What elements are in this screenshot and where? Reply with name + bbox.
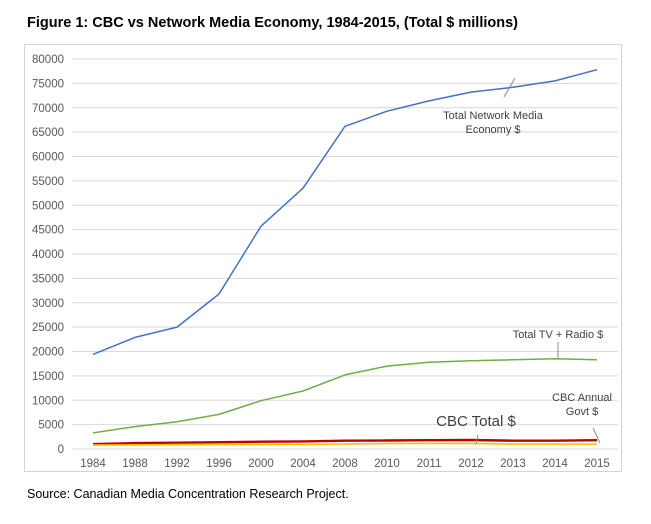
figure-title: Figure 1: CBC vs Network Media Economy, … <box>27 15 518 31</box>
line-chart: 0 5000 10000 15000 20000 25000 30000 35000 40000… <box>32 54 618 470</box>
annotation-cbc-total: CBC Total $ <box>436 413 516 430</box>
x-tick-label: 1984 <box>80 458 106 470</box>
x-tick-label: 2015 <box>584 458 610 470</box>
y-tick-label: 80000 <box>32 54 64 66</box>
annotation-leader-line <box>592 427 601 444</box>
y-tick-label: 10000 <box>32 395 64 407</box>
y-tick-label: 25000 <box>32 322 64 334</box>
y-tick-label: 55000 <box>32 176 64 188</box>
annotation-cbc-govt: Govt $ <box>566 406 598 418</box>
x-tick-label: 2008 <box>332 458 358 470</box>
annotation-leader-line <box>475 434 479 445</box>
y-tick-label: 5000 <box>38 420 64 432</box>
y-tick-label: 70000 <box>32 103 64 115</box>
y-axis-ticks: 0 5000 10000 15000 20000 25000 30000 35000 40000… <box>32 54 64 456</box>
x-tick-label: 2012 <box>458 458 484 470</box>
y-tick-label: 15000 <box>32 371 64 383</box>
x-tick-label: 2000 <box>248 458 274 470</box>
series-line-total-network <box>92 68 598 356</box>
annotation-total-network: Economy $ <box>465 124 520 136</box>
chart-area: 0 5000 10000 15000 20000 25000 30000 35000 40000… <box>24 44 622 472</box>
gridlines <box>72 58 618 450</box>
y-tick-label: 0 <box>58 444 64 456</box>
source-note: Source: Canadian Media Concentration Res… <box>27 487 349 501</box>
x-tick-label: 1988 <box>122 458 148 470</box>
y-tick-label: 20000 <box>32 347 64 359</box>
y-tick-label: 65000 <box>32 127 64 139</box>
y-tick-label: 35000 <box>32 273 64 285</box>
series-line-cbc-total <box>92 438 598 446</box>
y-tick-label: 75000 <box>32 78 64 90</box>
x-tick-label: 1992 <box>164 458 190 470</box>
series-line-cbc-govt <box>92 442 597 446</box>
x-tick-label: 2011 <box>417 458 442 470</box>
series-lines <box>92 68 598 446</box>
x-tick-label: 2013 <box>500 458 526 470</box>
y-tick-label: 60000 <box>32 152 64 164</box>
line-annotations: Total Network Media Economy $ Total TV + R… <box>436 77 612 445</box>
y-tick-label: 40000 <box>32 249 64 261</box>
x-tick-label: 2010 <box>374 458 400 470</box>
x-axis-ticks: 1984 1988 1992 1996 2000 2004 2008 2010 2011 2012… <box>80 458 610 470</box>
x-tick-label: 1996 <box>206 458 232 470</box>
x-tick-label: 2004 <box>290 458 316 470</box>
y-tick-label: 30000 <box>32 298 64 310</box>
series-line-tv-radio <box>92 358 598 434</box>
y-tick-label: 45000 <box>32 225 64 237</box>
x-tick-label: 2014 <box>542 458 568 470</box>
y-tick-label: 50000 <box>32 200 64 212</box>
annotation-tv-radio: Total TV + Radio $ <box>513 329 604 341</box>
annotation-total-network: Total Network Media <box>443 110 544 122</box>
annotation-leader-line <box>503 77 516 98</box>
annotation-cbc-govt: CBC Annual <box>552 392 612 404</box>
